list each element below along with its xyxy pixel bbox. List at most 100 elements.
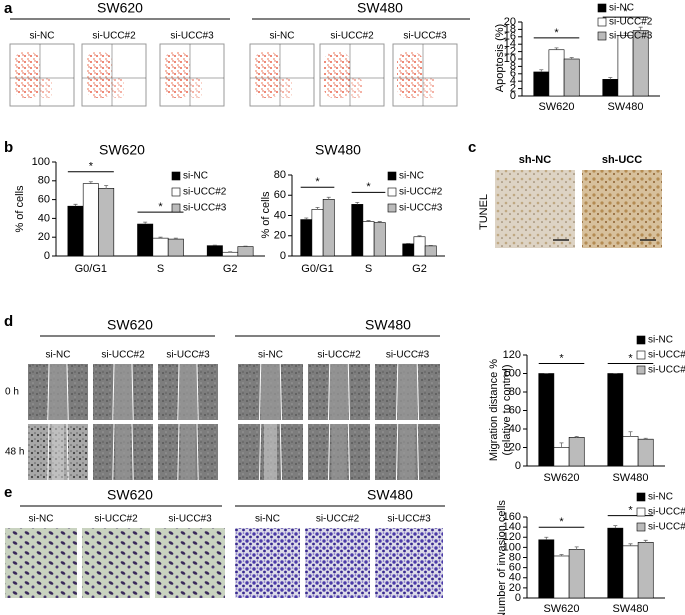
- flow-events: [423, 78, 435, 98]
- y-tick-label: 60: [38, 194, 50, 206]
- error-bar: [569, 57, 574, 59]
- image-label: si-NC: [30, 31, 55, 42]
- bar: [402, 243, 415, 257]
- error-bar: [417, 235, 422, 237]
- y-axis-label: % of cells: [14, 185, 26, 233]
- group-label: SW480: [365, 317, 411, 333]
- wound-gap: [179, 364, 197, 420]
- legend-swatch: [636, 507, 646, 517]
- flow-events: [164, 52, 190, 98]
- x-tick-label: G0/G1: [75, 263, 107, 275]
- image-label: si-UCC#3: [403, 31, 447, 42]
- x-tick-label: S: [157, 263, 164, 275]
- x-tick-label: G2: [412, 263, 427, 275]
- bar: [533, 71, 550, 97]
- image-label: si-UCC#2: [316, 514, 360, 525]
- bar: [222, 251, 239, 257]
- legend-swatch: [171, 187, 181, 197]
- significance-mark: *: [89, 161, 94, 173]
- image-label: si-UCC#2: [317, 350, 361, 361]
- y-tick-label: 80: [509, 551, 521, 563]
- legend-label: si-NC: [648, 335, 673, 346]
- bar: [322, 199, 335, 257]
- micrograph: [582, 170, 662, 248]
- y-tick-label: 140: [503, 521, 521, 533]
- transwell-image: [305, 528, 370, 598]
- x-tick-label: SW480: [612, 603, 648, 615]
- flow-events: [397, 52, 423, 98]
- y-tick-label: 0: [44, 250, 50, 262]
- y-tick-label: 0: [515, 460, 521, 472]
- legend-label: si-UCC#3: [609, 31, 653, 42]
- error-bar: [574, 436, 579, 438]
- legend-swatch: [636, 522, 646, 532]
- wound-edge: [196, 423, 199, 481]
- image-label: si-UCC#2: [101, 350, 145, 361]
- y-tick-label: 40: [274, 209, 286, 221]
- wound-edge: [395, 423, 399, 481]
- error-bar: [608, 77, 613, 80]
- error-bar: [326, 196, 331, 200]
- legend-label: si-UCC#3: [648, 522, 685, 533]
- significance-mark: *: [366, 181, 371, 193]
- significance-mark: *: [315, 176, 320, 188]
- image-label: si-NC: [258, 350, 283, 361]
- bar: [351, 204, 364, 257]
- legend-swatch: [636, 350, 646, 360]
- y-tick-label: 120: [503, 531, 521, 543]
- legend-swatch: [387, 203, 397, 213]
- error-bar: [73, 203, 78, 207]
- x-tick-label: SW620: [538, 101, 574, 113]
- legend-label: si-UCC#3: [399, 203, 443, 214]
- image-label: sh-UCC: [602, 154, 642, 166]
- image-label: si-UCC#3: [387, 514, 431, 525]
- wound-edge: [66, 423, 69, 481]
- x-tick-label: S: [365, 263, 372, 275]
- legend-swatch: [636, 335, 646, 345]
- x-tick-label: G2: [223, 263, 238, 275]
- bar: [137, 223, 154, 257]
- legend-swatch: [387, 187, 397, 197]
- wound-gap: [329, 364, 349, 420]
- transwell-image: [375, 528, 443, 598]
- error-bar: [559, 442, 564, 448]
- error-bar: [366, 220, 371, 222]
- flow-events: [112, 78, 124, 98]
- x-tick-label: G0/G1: [301, 263, 333, 275]
- y-tick-label: 80: [38, 175, 50, 187]
- chart-title: SW620: [99, 142, 145, 158]
- bar: [548, 49, 565, 97]
- y-tick-label: 18: [504, 23, 516, 35]
- group-label: SW480: [357, 0, 403, 16]
- y-tick-label: 20: [38, 231, 50, 243]
- wound-edge: [347, 363, 351, 421]
- legend-label: si-UCC#2: [648, 507, 685, 518]
- error-bar: [613, 525, 618, 529]
- legend-label: si-UCC#3: [648, 365, 685, 376]
- bar: [152, 237, 169, 257]
- error-bar: [406, 242, 411, 244]
- y-tick-label: 14: [504, 38, 516, 50]
- transwell-image: [82, 528, 150, 598]
- y-tick-label: 8: [510, 60, 516, 72]
- y-tick-label: 100: [32, 156, 50, 168]
- legend-label: si-NC: [648, 492, 673, 503]
- significance-mark: *: [628, 505, 633, 517]
- wound-edge: [416, 423, 420, 481]
- error-bar: [104, 185, 109, 189]
- image-label: si-NC: [29, 514, 54, 525]
- y-tick-label: 40: [509, 423, 521, 435]
- wound-edge: [131, 423, 134, 481]
- wound-edge: [327, 363, 331, 421]
- wound-gap: [399, 424, 416, 480]
- error-bar: [544, 536, 549, 540]
- legend-swatch: [171, 203, 181, 213]
- panel-label: c: [468, 139, 476, 156]
- legend-label: si-UCC#2: [183, 187, 227, 198]
- error-bar: [355, 201, 360, 205]
- group-label: SW620: [97, 0, 143, 16]
- image-label: si-UCC#3: [168, 514, 212, 525]
- legend-swatch: [597, 3, 607, 13]
- image-label: si-NC: [255, 514, 280, 525]
